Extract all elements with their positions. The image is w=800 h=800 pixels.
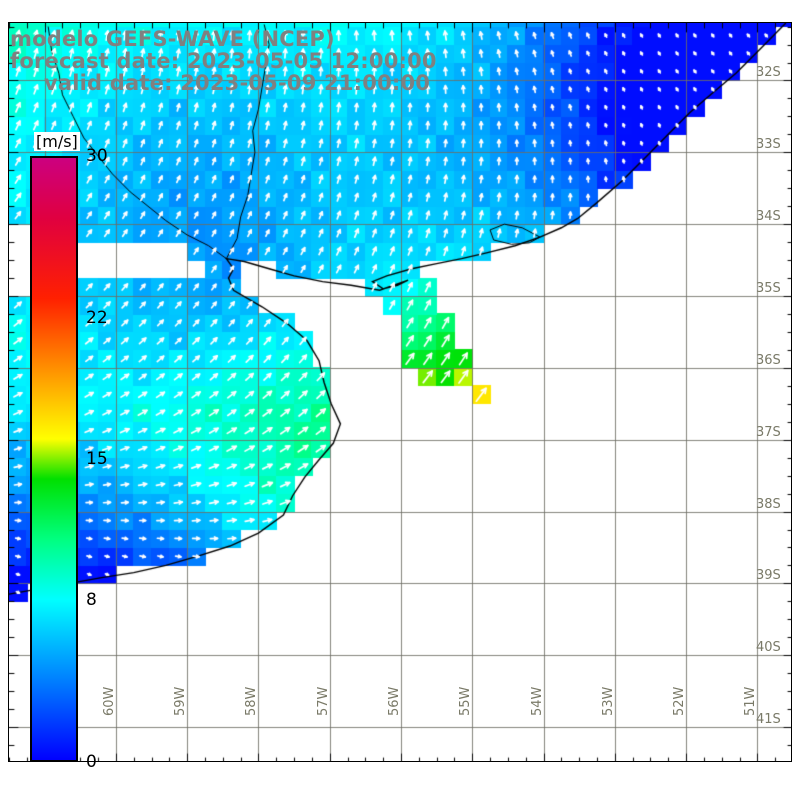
latitude-tick-label: 32S: [756, 65, 781, 81]
longitude-tick-label: 53W: [600, 686, 616, 716]
wind-speed-field: [9, 23, 791, 761]
longitude-tick-label: 51W: [743, 686, 759, 716]
longitude-tick-label: 56W: [387, 686, 402, 716]
map-plot-area[interactable]: [8, 22, 792, 762]
forecast-date-label: forecast date: 2023-05-05 12:00:00: [10, 49, 437, 73]
latitude-tick-label: 39S: [756, 568, 781, 584]
latitude-tick-label: 37S: [756, 424, 781, 440]
latitude-tick-label: 34S: [756, 209, 781, 225]
longitude-tick-label: 57W: [315, 686, 331, 716]
latitude-tick-label: 33S: [756, 137, 781, 153]
colorbar-tick-label: 8: [86, 590, 97, 611]
colorbar-tick-label: 30: [86, 146, 108, 166]
longitude-tick-label: 60W: [101, 686, 117, 716]
longitude-tick-label: 58W: [244, 686, 260, 716]
latitude-tick-label: 36S: [756, 352, 781, 368]
longitude-tick-label: 54W: [529, 686, 545, 716]
model-title: modelo GEFS-WAVE (NCEP): [10, 27, 335, 51]
valid-date-label: valid date: 2023-05-09 21:00:00: [44, 71, 431, 95]
colorbar-tick-label: 0: [86, 752, 97, 772]
longitude-tick-label: 59W: [173, 686, 189, 716]
colorbar-gradient: [30, 156, 78, 762]
latitude-tick-label: 40S: [756, 640, 781, 656]
longitude-tick-label: 55W: [458, 686, 474, 716]
latitude-tick-label: 35S: [756, 281, 781, 296]
colorbar: [m/s] 30 22 15 8 0: [30, 132, 108, 772]
longitude-tick-label: 52W: [672, 686, 688, 716]
wind-field-canvas: [9, 23, 791, 761]
colorbar-unit-label: [m/s]: [34, 132, 80, 151]
colorbar-tick-label: 15: [86, 449, 108, 469]
colorbar-tick-label: 22: [86, 307, 108, 328]
latitude-tick-label: 41S: [756, 712, 781, 728]
latitude-tick-label: 38S: [756, 496, 781, 512]
